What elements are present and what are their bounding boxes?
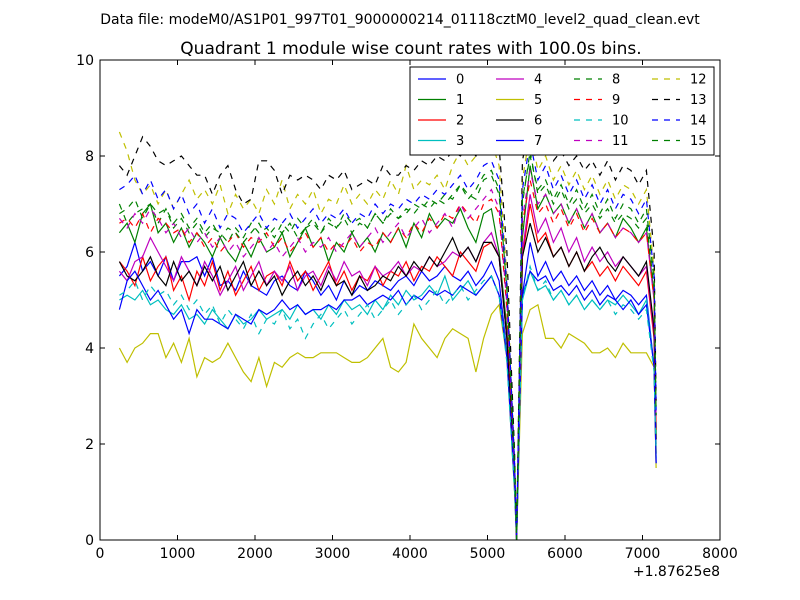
series-line-4 (118, 194, 657, 540)
series-line-7 (118, 269, 657, 540)
legend-label-9: 9 (612, 93, 620, 108)
legend-label-0: 0 (456, 73, 464, 88)
series-line-15 (119, 155, 657, 540)
series-line-0 (118, 240, 657, 540)
legend-label-4: 4 (534, 73, 542, 88)
legend-label-15: 15 (690, 134, 707, 149)
y-tick-label: 6 (85, 245, 94, 261)
plot-area (118, 115, 657, 540)
x-tick-label: 4000 (392, 546, 428, 562)
y-tick-label: 0 (85, 533, 94, 549)
series-group (118, 115, 657, 540)
x-offset-label: +1.87625e8 (633, 564, 720, 580)
series-line-11 (118, 170, 657, 540)
x-tick-label: 5000 (470, 546, 506, 562)
chart-title: Quadrant 1 module wise count rates with … (180, 39, 641, 59)
series-line-13 (118, 115, 657, 540)
legend-label-12: 12 (690, 73, 707, 88)
y-tick-label: 8 (85, 149, 94, 165)
legend-box (409, 66, 715, 156)
y-tick-label: 4 (85, 341, 94, 357)
figure-suptitle: Data file: modeM0/AS1P01_997T01_90000002… (100, 12, 700, 28)
series-line-14 (119, 141, 657, 540)
legend-label-5: 5 (534, 93, 542, 108)
series-line-5 (118, 303, 657, 540)
legend-label-1: 1 (456, 93, 464, 108)
legend-label-7: 7 (534, 134, 542, 149)
legend-label-10: 10 (612, 114, 629, 129)
series-line-3 (119, 269, 657, 540)
legend-label-3: 3 (456, 134, 464, 149)
legend-label-2: 2 (456, 114, 464, 129)
x-tick-label: 7000 (625, 546, 661, 562)
x-tick-label: 0 (96, 546, 105, 562)
series-line-6 (118, 223, 657, 540)
y-tick-label: 2 (85, 437, 94, 453)
series-line-12 (118, 131, 657, 540)
series-line-9 (119, 179, 657, 540)
x-tick-label: 1000 (160, 546, 196, 562)
legend-label-13: 13 (690, 93, 707, 108)
x-tick-label: 6000 (547, 546, 583, 562)
x-tick-label: 3000 (315, 546, 351, 562)
y-tick-label: 10 (76, 53, 94, 69)
legend-label-6: 6 (534, 114, 542, 129)
x-tick-label: 2000 (237, 546, 273, 562)
legend-label-8: 8 (612, 73, 620, 88)
series-line-10 (119, 264, 657, 540)
legend-label-14: 14 (690, 114, 707, 129)
x-tick-label: 8000 (702, 546, 738, 562)
legend-label-11: 11 (612, 134, 629, 149)
